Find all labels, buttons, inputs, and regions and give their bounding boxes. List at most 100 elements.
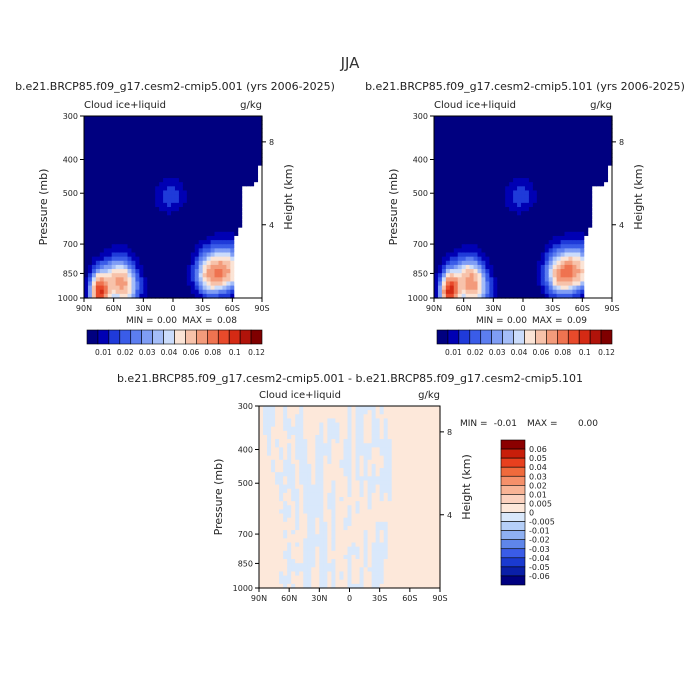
heatmap-cell <box>259 525 264 531</box>
heatmap-cell <box>489 136 494 142</box>
heatmap-cell <box>560 260 566 266</box>
heatmap-cell <box>513 219 518 225</box>
heatmap-cell <box>263 546 268 552</box>
heatmap-cell <box>513 223 518 229</box>
heatmap-cell <box>143 219 148 225</box>
heatmap-cell <box>155 190 160 196</box>
heatmap-cell <box>291 463 296 469</box>
heatmap-cell <box>449 227 455 233</box>
heatmap-cell <box>327 472 332 477</box>
heatmap-cell <box>319 480 324 486</box>
heatmap-cell <box>552 198 558 204</box>
heatmap-cell <box>242 128 247 134</box>
heatmap-cell <box>167 165 172 171</box>
heatmap-cell <box>604 165 609 171</box>
heatmap-cell <box>135 194 140 200</box>
heatmap-cell <box>465 269 471 274</box>
heatmap-cell <box>445 153 451 158</box>
heatmap-cell <box>167 157 172 163</box>
heatmap-cell <box>469 240 475 245</box>
heatmap-cell <box>568 116 574 121</box>
heatmap-cell <box>568 273 574 278</box>
heatmap-cell <box>218 277 224 283</box>
heatmap-cell <box>135 273 140 278</box>
heatmap-cell <box>222 277 227 283</box>
heatmap-cell <box>214 136 220 142</box>
heatmap-cell <box>552 165 558 171</box>
heatmap-cell <box>517 240 522 245</box>
heatmap-cell <box>469 124 475 130</box>
heatmap-cell <box>544 231 550 237</box>
heatmap-cell <box>246 285 251 291</box>
heatmap-cell <box>222 194 227 200</box>
heatmap-cell <box>123 244 129 249</box>
heatmap-cell <box>95 244 101 249</box>
heatmap-cell <box>214 144 220 150</box>
heatmap-cell <box>174 194 180 200</box>
heatmap-cell <box>592 289 597 295</box>
heatmap-cell <box>234 144 239 150</box>
heatmap-cell <box>218 215 224 221</box>
heatmap-cell <box>202 273 208 278</box>
heatmap-cell <box>167 186 172 192</box>
heatmap-cell <box>186 140 192 146</box>
heatmap-cell <box>143 235 148 241</box>
heatmap-cell <box>226 219 231 225</box>
heatmap-cell <box>259 492 264 498</box>
heatmap-cell <box>552 144 558 150</box>
panel-right-label: g/kg <box>590 100 612 111</box>
heatmap-cell <box>218 198 224 204</box>
heatmap-cell <box>489 231 494 237</box>
heatmap-cell <box>600 264 605 270</box>
heatmap-cell <box>151 231 156 237</box>
x-tick-label: 60N <box>456 304 472 313</box>
heatmap-cell <box>449 198 455 204</box>
heatmap-cell <box>123 173 129 179</box>
heatmap-cell <box>505 240 510 245</box>
heatmap-cell <box>163 136 168 142</box>
heatmap-cell <box>218 227 224 233</box>
heatmap-cell <box>174 169 180 175</box>
heatmap-cell <box>323 521 328 527</box>
heatmap-cell <box>254 285 259 291</box>
heatmap-cell <box>206 293 212 299</box>
heatmap-cell <box>457 231 463 237</box>
heatmap-cell <box>481 186 487 192</box>
heatmap-cell <box>437 235 443 241</box>
heatmap-cell <box>453 293 459 299</box>
heatmap-cell <box>218 202 224 208</box>
heatmap-cell <box>202 132 208 138</box>
heatmap-cell <box>343 430 349 436</box>
heatmap-cell <box>560 194 566 200</box>
heatmap-cell <box>107 281 113 287</box>
heatmap-cell <box>532 157 538 163</box>
heatmap-cell <box>206 244 212 249</box>
heatmap-cell <box>226 161 231 167</box>
heatmap-cell <box>524 198 530 204</box>
heatmap-cell <box>111 202 117 208</box>
heatmap-cell <box>258 186 263 192</box>
heatmap-cell <box>449 235 455 241</box>
heatmap-cell <box>131 161 137 167</box>
heatmap-cell <box>311 447 316 453</box>
heatmap-cell <box>319 468 324 473</box>
heatmap-cell <box>226 273 231 278</box>
heatmap-cell <box>230 289 235 295</box>
heatmap-cell <box>167 144 172 150</box>
heatmap-cell <box>311 463 316 469</box>
heatmap-cell <box>182 269 188 274</box>
heatmap-cell <box>473 140 479 146</box>
heatmap-cell <box>560 240 566 245</box>
heatmap-cell <box>343 443 349 448</box>
heatmap-cell <box>323 463 328 469</box>
heatmap-cell <box>323 418 328 424</box>
heatmap-cell <box>254 178 259 183</box>
heatmap-cell <box>287 418 292 424</box>
heatmap-cell <box>267 509 272 515</box>
heatmap-cell <box>319 554 324 560</box>
heatmap-cell <box>331 505 337 511</box>
heatmap-cell <box>267 550 272 556</box>
heatmap-cell <box>453 157 459 163</box>
heatmap-cell <box>536 244 542 249</box>
heatmap-cell <box>588 178 593 183</box>
